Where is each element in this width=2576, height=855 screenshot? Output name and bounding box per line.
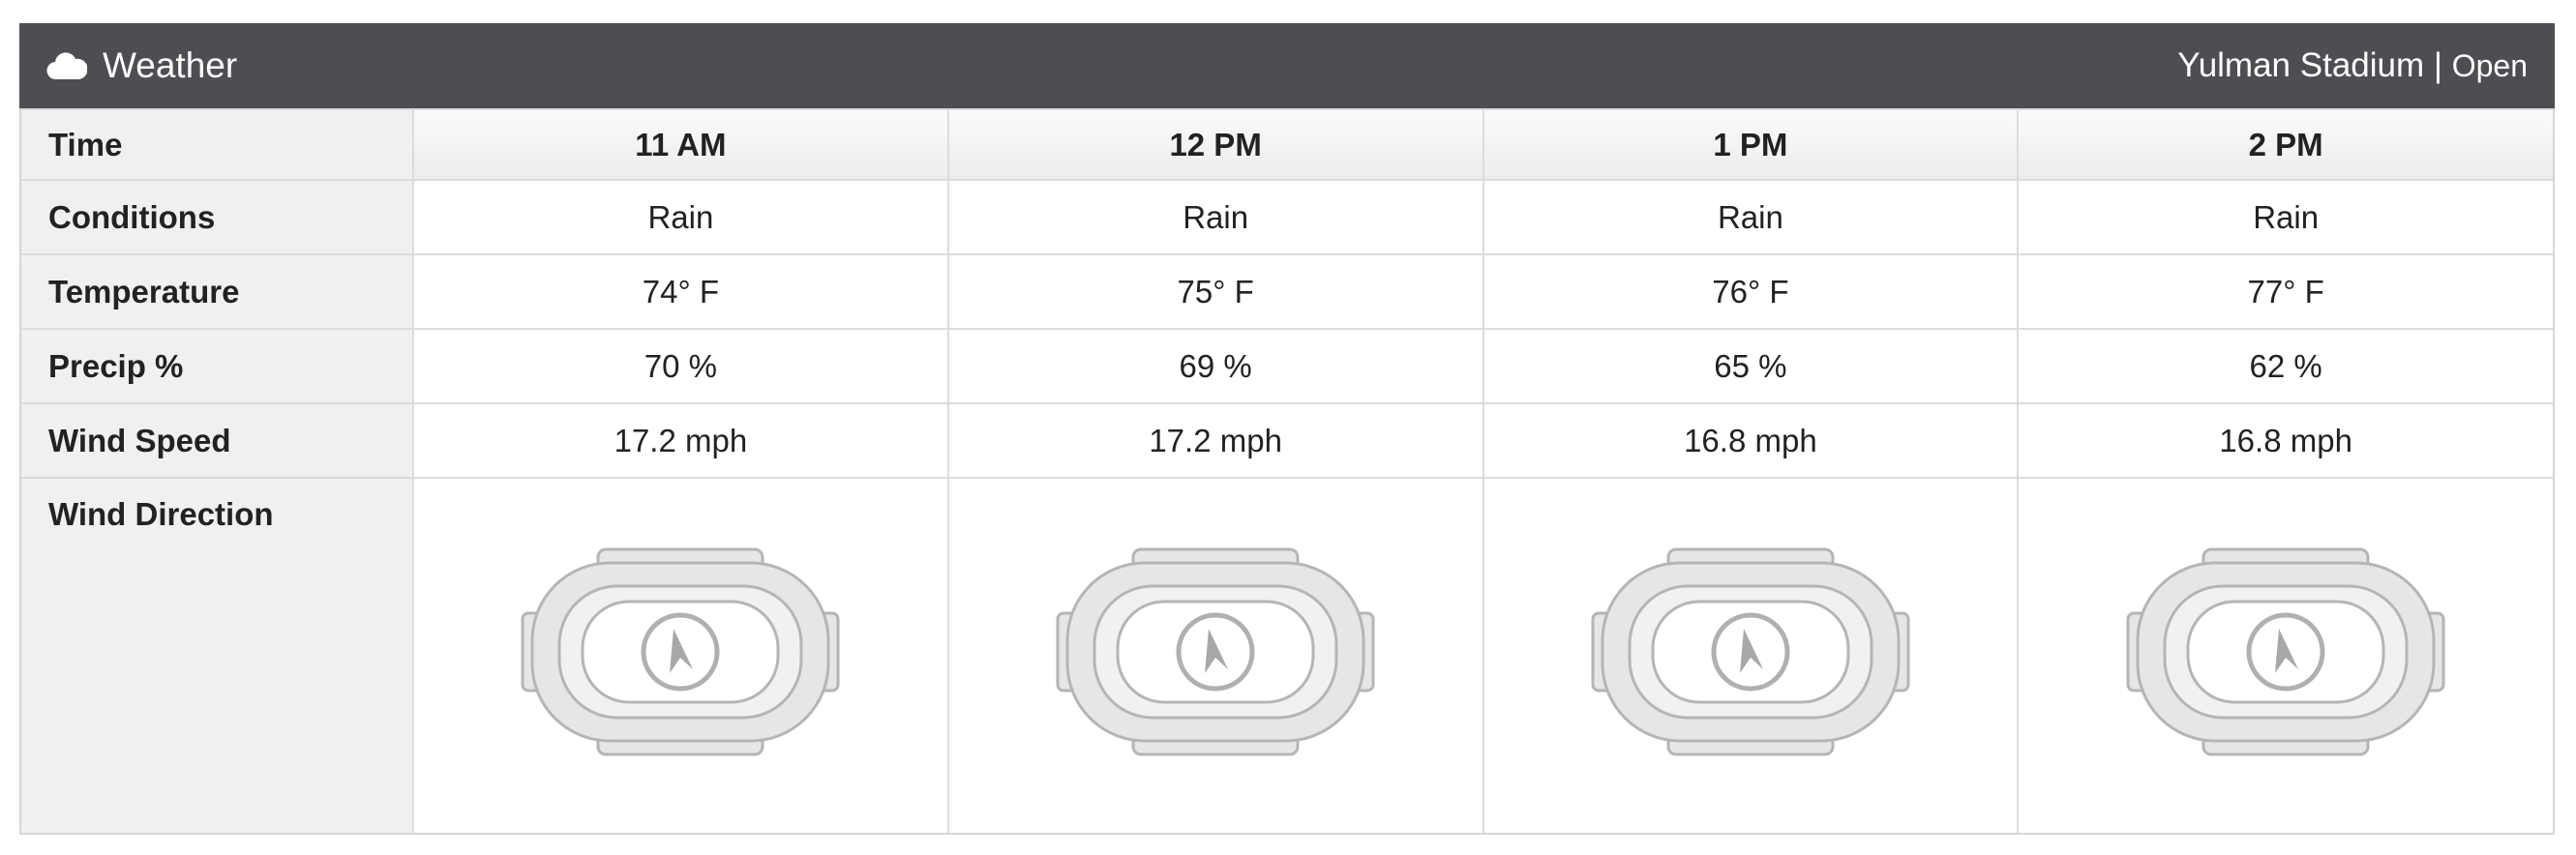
column-header: 2 PM xyxy=(2017,108,2553,181)
cell: 62 % xyxy=(2017,328,2553,404)
cell: 75° F xyxy=(946,253,1484,330)
roof-status: Open xyxy=(2451,48,2528,83)
column-header: 1 PM xyxy=(1482,108,2020,181)
wind-direction-icon xyxy=(1056,547,1375,756)
row-label: Precip % xyxy=(21,328,414,404)
cell: Rain xyxy=(2017,179,2553,255)
icon-cell xyxy=(946,477,1484,833)
icon-cell xyxy=(412,477,949,833)
wind-direction-icon xyxy=(521,547,840,756)
cell: 77° F xyxy=(2017,253,2553,330)
row-label: Temperature xyxy=(21,253,414,330)
column-header: Time xyxy=(21,108,414,181)
weather-widget: Weather Yulman Stadium | Open Time 11 AM 1… xyxy=(19,23,2555,835)
cell: Rain xyxy=(1482,179,2020,255)
row-label: Wind Speed xyxy=(21,402,414,479)
cloud-icon xyxy=(46,52,87,80)
cell: 69 % xyxy=(946,328,1484,404)
cell: 74° F xyxy=(412,253,949,330)
icon-cell xyxy=(2017,477,2553,833)
column-header: 11 AM xyxy=(412,108,949,181)
cell: 65 % xyxy=(1482,328,2020,404)
cell: Rain xyxy=(946,179,1484,255)
data-row: Precip % 70 % 69 % 65 % 62 % xyxy=(21,328,2553,404)
cell: Rain xyxy=(412,179,949,255)
weather-table: Time 11 AM 12 PM 1 PM 2 PM Conditions Rain Rai… xyxy=(21,108,2553,833)
wind-direction-icon xyxy=(1591,547,1910,756)
data-row: Wind Speed 17.2 mph 17.2 mph 16.8 mph 16.8 m… xyxy=(21,402,2553,479)
cell: 16.8 mph xyxy=(1482,402,2020,479)
header-location-group: Yulman Stadium | Open xyxy=(2177,46,2528,85)
header-bar: Weather Yulman Stadium | Open xyxy=(19,23,2555,108)
location: Yulman Stadium xyxy=(2177,46,2425,84)
separator: | xyxy=(2433,46,2442,84)
row-label: Wind Direction xyxy=(21,477,414,833)
icon-cell xyxy=(1482,477,2020,833)
column-header: 12 PM xyxy=(946,108,1484,181)
cell: 70 % xyxy=(412,328,949,404)
wind-direction-row: Wind Direction xyxy=(21,477,2553,833)
header-row: Time 11 AM 12 PM 1 PM 2 PM xyxy=(21,108,2553,181)
header-title: Weather xyxy=(103,45,238,85)
wind-direction-icon xyxy=(2126,547,2445,756)
cell: 17.2 mph xyxy=(946,402,1484,479)
row-label: Conditions xyxy=(21,179,414,255)
cell: 76° F xyxy=(1482,253,2020,330)
data-row: Conditions Rain Rain Rain Rain xyxy=(21,179,2553,255)
data-row: Temperature 74° F 75° F 76° F 77° F xyxy=(21,253,2553,330)
cell: 16.8 mph xyxy=(2017,402,2553,479)
cell: 17.2 mph xyxy=(412,402,949,479)
